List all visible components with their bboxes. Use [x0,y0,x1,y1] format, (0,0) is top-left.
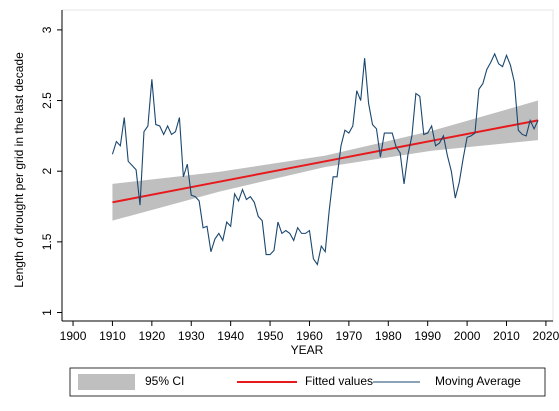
y-tick-label: 1 [40,309,54,316]
x-tick-label: 2010 [493,329,520,343]
x-tick-label: 2020 [533,329,559,343]
series-line [111,52,539,266]
x-tick-label: 1930 [178,329,205,343]
y-tick-label: 2.5 [40,92,54,109]
x-tick-label: 1940 [217,329,244,343]
x-tick-label: 1990 [414,329,441,343]
y-tick-label: 3 [40,26,54,33]
y-tick-label: 1.5 [40,233,54,250]
legend-label: Fitted values [305,374,373,388]
legend-label: Moving Average [435,374,521,388]
x-tick-label: 1980 [375,329,402,343]
x-axis-label: YEAR [291,343,324,357]
legend [69,367,546,397]
x-tick-label: 1920 [138,329,165,343]
legend-swatch [78,374,135,390]
x-tick-label: 1950 [257,329,284,343]
series-line [112,119,539,204]
y-axis-label: Length of drought per grid in the last d… [12,52,26,288]
y-tick-label: 2 [40,168,54,175]
x-tick-label: 1900 [60,329,87,343]
x-tick-label: 1960 [296,329,323,343]
x-tick-label: 1910 [99,329,126,343]
x-tick-label: 1970 [336,329,363,343]
x-tick-label: 2000 [454,329,481,343]
legend-label: 95% CI [145,374,184,388]
